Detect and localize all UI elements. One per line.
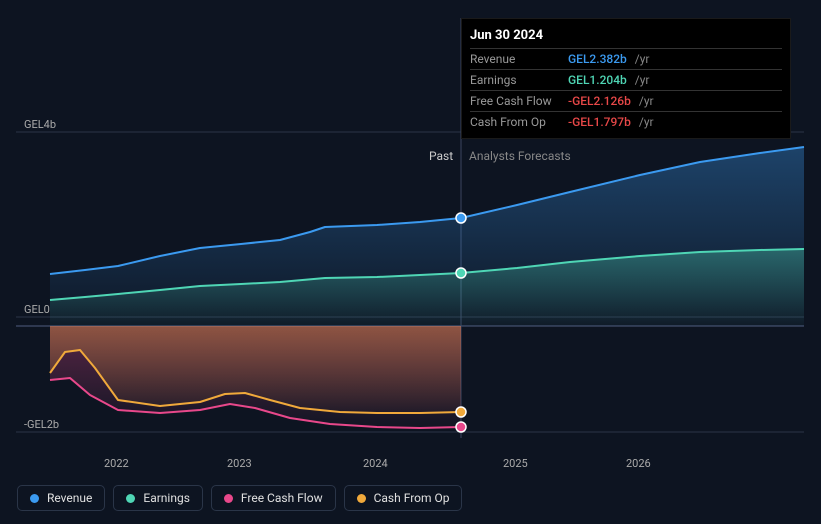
tooltip-row: Cash From Op -GEL1.797b/yr [470, 111, 782, 132]
legend-label: Earnings [143, 491, 190, 505]
marker-earnings [456, 268, 466, 278]
legend-label: Cash From Op [374, 491, 450, 505]
y-axis-label: GEL4b [24, 118, 56, 131]
x-axis-label: 2022 [104, 457, 129, 470]
legend-dot-icon [30, 494, 39, 503]
legend-dot-icon [357, 494, 366, 503]
marker-fcf [456, 422, 466, 432]
tooltip-metric-unit: /yr [639, 94, 654, 108]
legend-item-fcf[interactable]: Free Cash Flow [211, 485, 336, 511]
x-axis-label: 2024 [363, 457, 388, 470]
legend-dot-icon [126, 494, 135, 503]
legend-item-cfo[interactable]: Cash From Op [344, 485, 463, 511]
tooltip-metric-value: -GEL1.797b [568, 115, 631, 129]
tooltip-metric-label: Revenue [470, 52, 560, 66]
legend-item-revenue[interactable]: Revenue [17, 485, 105, 511]
financial-forecast-chart: Jun 30 2024 Revenue GEL2.382b/yr Earnings G… [0, 0, 821, 524]
tooltip-metric-unit: /yr [635, 73, 650, 87]
tooltip-metric-unit: /yr [639, 115, 654, 129]
chart-tooltip: Jun 30 2024 Revenue GEL2.382b/yr Earnings G… [461, 18, 791, 139]
tooltip-row: Free Cash Flow -GEL2.126b/yr [470, 90, 782, 111]
past-period-label: Past [429, 149, 453, 163]
forecast-period-label: Analysts Forecasts [469, 149, 571, 163]
chart-legend: Revenue Earnings Free Cash Flow Cash From O… [17, 485, 462, 511]
tooltip-metric-label: Cash From Op [470, 115, 560, 129]
tooltip-metric-value: GEL2.382b [568, 52, 627, 66]
marker-cfo [456, 407, 466, 417]
tooltip-row: Revenue GEL2.382b/yr [470, 48, 782, 69]
tooltip-date: Jun 30 2024 [470, 25, 782, 48]
x-axis-label: 2026 [626, 457, 651, 470]
x-axis-label: 2025 [503, 457, 528, 470]
legend-item-earnings[interactable]: Earnings [113, 485, 203, 511]
legend-dot-icon [224, 494, 233, 503]
tooltip-metric-unit: /yr [635, 52, 650, 66]
x-axis-label: 2023 [227, 457, 252, 470]
y-axis-label: -GEL2b [24, 418, 59, 431]
tooltip-metric-label: Earnings [470, 73, 560, 87]
tooltip-row: Earnings GEL1.204b/yr [470, 69, 782, 90]
legend-label: Revenue [47, 491, 92, 505]
tooltip-metric-value: -GEL2.126b [568, 94, 631, 108]
legend-label: Free Cash Flow [241, 491, 323, 505]
marker-revenue [456, 213, 466, 223]
tooltip-metric-label: Free Cash Flow [470, 94, 560, 108]
y-axis-label: GEL0 [24, 303, 50, 316]
tooltip-metric-value: GEL1.204b [568, 73, 627, 87]
